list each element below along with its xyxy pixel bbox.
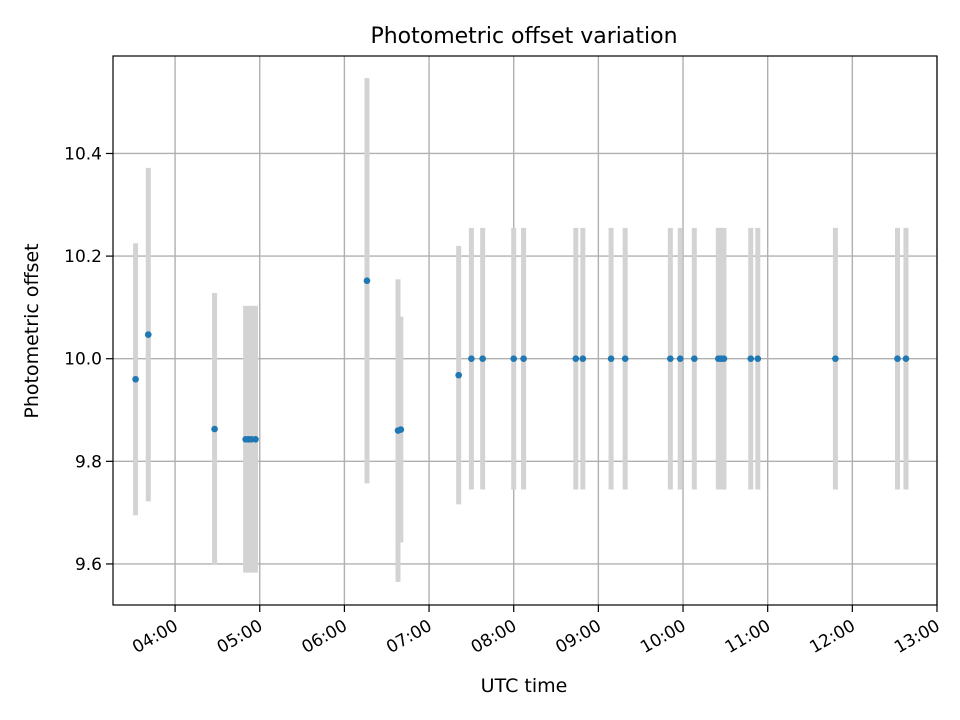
x-tick-label: 11:00 xyxy=(722,616,774,658)
x-tick-label: 07:00 xyxy=(383,616,435,658)
data-point xyxy=(667,355,674,363)
data-point xyxy=(211,425,218,433)
y-axis-label: Photometric offset xyxy=(21,243,43,418)
data-point xyxy=(754,355,762,363)
data-point xyxy=(397,426,405,433)
x-axis-label: UTC time xyxy=(481,675,568,697)
y-tick-label: 10.4 xyxy=(64,144,102,164)
data-point xyxy=(832,355,839,363)
data-point xyxy=(455,371,462,379)
data-point xyxy=(607,355,615,363)
y-tick-label: 9.8 xyxy=(75,452,102,472)
data-point xyxy=(252,435,259,443)
x-tick-label: 09:00 xyxy=(552,616,604,658)
x-tick-label: 12:00 xyxy=(806,616,858,658)
data-points xyxy=(132,277,910,443)
data-point xyxy=(747,355,755,363)
data-point xyxy=(894,355,901,363)
data-point xyxy=(691,355,698,363)
data-point xyxy=(572,355,580,363)
y-axis-ticks: 9.6 9.8 10.0 10.2 10.4 xyxy=(64,144,113,575)
data-point xyxy=(902,355,910,363)
data-point xyxy=(720,355,728,363)
plot-frame xyxy=(112,55,938,606)
chart-title: Photometric offset variation xyxy=(370,24,677,49)
x-tick-label: 05:00 xyxy=(214,616,266,658)
data-point xyxy=(621,355,629,363)
data-point xyxy=(468,355,475,363)
data-point xyxy=(520,355,527,363)
x-tick-label: 04:00 xyxy=(129,616,181,658)
x-axis-ticks: 04:00 05:00 06:00 07:00 08:00 09:00 10:00 11:00… xyxy=(129,605,944,658)
y-tick-label: 10.2 xyxy=(64,247,102,267)
data-point xyxy=(579,355,587,363)
y-tick-label: 9.6 xyxy=(75,555,102,575)
x-tick-label: 10:00 xyxy=(637,616,689,658)
data-point xyxy=(363,277,371,285)
data-point xyxy=(132,375,139,383)
data-point xyxy=(479,355,486,363)
x-tick-label: 13:00 xyxy=(891,616,943,658)
x-tick-label: 06:00 xyxy=(298,616,350,658)
data-point xyxy=(510,355,518,363)
x-tick-label: 08:00 xyxy=(468,616,520,658)
y-tick-label: 10.0 xyxy=(64,350,102,370)
data-point xyxy=(676,355,684,363)
data-point xyxy=(144,331,152,338)
